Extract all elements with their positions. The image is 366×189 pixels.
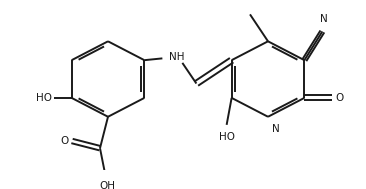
Text: HO: HO (36, 93, 52, 103)
Text: N: N (321, 14, 328, 24)
Text: N: N (272, 124, 280, 134)
Text: O: O (61, 136, 69, 146)
Text: NH: NH (169, 52, 185, 62)
Text: OH: OH (99, 180, 115, 189)
Text: HO: HO (219, 132, 235, 142)
Text: O: O (335, 93, 344, 103)
